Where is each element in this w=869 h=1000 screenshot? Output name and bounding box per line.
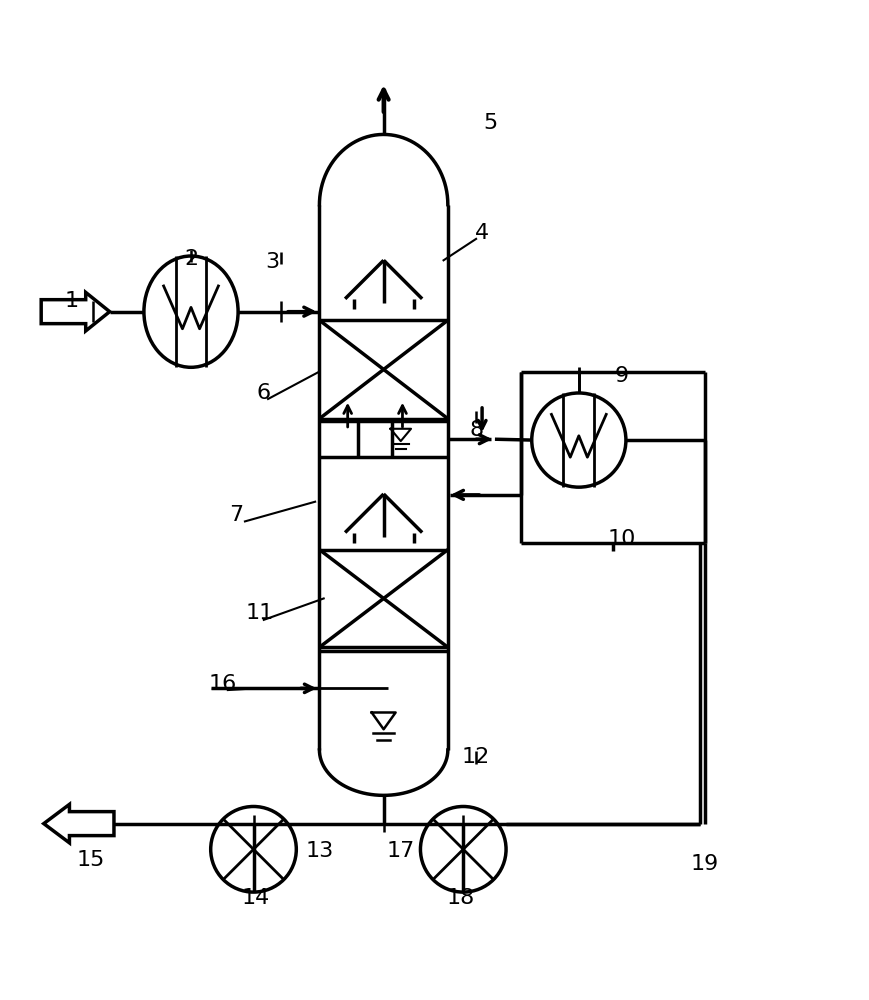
- Text: 10: 10: [607, 529, 635, 549]
- Text: 8: 8: [468, 420, 482, 440]
- Text: 4: 4: [474, 223, 488, 243]
- Text: 5: 5: [483, 113, 497, 133]
- Text: 15: 15: [76, 850, 105, 870]
- FancyArrow shape: [41, 292, 109, 331]
- Text: 2: 2: [183, 249, 198, 269]
- Text: 9: 9: [614, 366, 628, 386]
- Text: 11: 11: [245, 603, 274, 623]
- Text: 14: 14: [241, 888, 269, 908]
- Text: 13: 13: [305, 841, 333, 861]
- Text: 6: 6: [256, 383, 270, 403]
- Text: 16: 16: [209, 674, 236, 694]
- Text: 12: 12: [461, 747, 489, 767]
- Text: 7: 7: [229, 505, 243, 525]
- Text: 17: 17: [386, 841, 415, 861]
- FancyArrow shape: [43, 804, 114, 843]
- Text: 1: 1: [64, 291, 78, 311]
- Text: 3: 3: [265, 252, 279, 272]
- Text: 18: 18: [446, 888, 474, 908]
- Text: 19: 19: [690, 854, 718, 874]
